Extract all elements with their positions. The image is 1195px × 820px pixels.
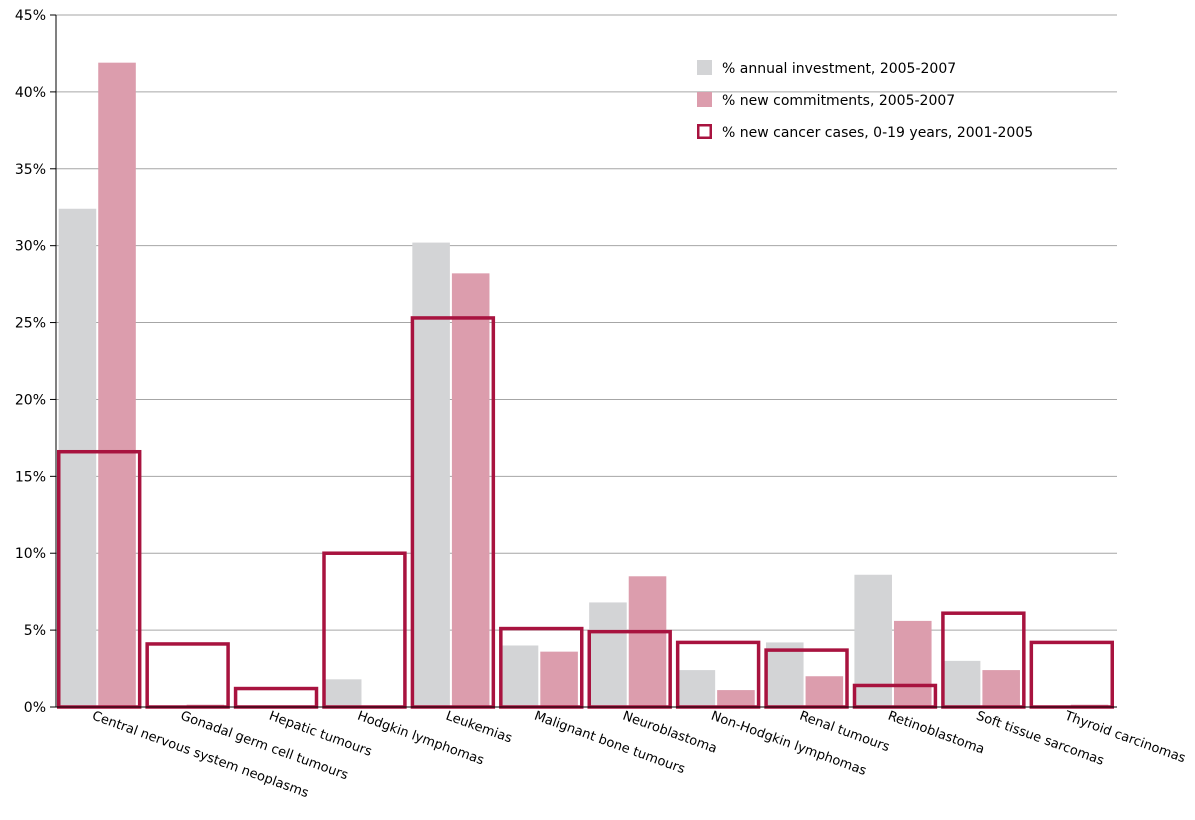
bar-investment — [323, 679, 362, 707]
y-tick-label: 45% — [15, 8, 46, 24]
axes — [55, 15, 1117, 708]
y-tick-label: 15% — [15, 469, 46, 485]
y-tick-label: 10% — [15, 546, 46, 562]
category-label: Malignant bone tumours — [532, 709, 687, 778]
y-tick-label: 40% — [15, 85, 46, 101]
legend-swatch-outline — [697, 124, 712, 139]
y-tick-label: 35% — [15, 162, 46, 178]
bar-commitments — [540, 651, 578, 707]
legend-label: % annual investment, 2005-2007 — [722, 61, 956, 77]
bar-commitments — [628, 576, 667, 707]
bar-investment — [765, 642, 804, 707]
bar-commitments — [451, 273, 490, 707]
bar-investment — [58, 208, 97, 707]
case-outlines — [57, 316, 1115, 709]
category-label: Leukemias — [444, 709, 514, 747]
legend-label: % new commitments, 2005-2007 — [722, 93, 955, 109]
bar-cases-outline — [145, 642, 230, 709]
bar-commitments — [893, 620, 932, 707]
legend: % annual investment, 2005-2007 % new comm… — [697, 60, 1033, 141]
gridlines — [56, 14, 1117, 631]
category-label: Non-Hodgkin lymphomas — [709, 709, 869, 779]
bar-investment — [942, 660, 981, 707]
bar-commitments — [98, 62, 136, 707]
bar-investment — [589, 602, 627, 707]
legend-label: % new cancer cases, 0-19 years, 2001-200… — [722, 125, 1033, 141]
y-tick-label: 5% — [24, 623, 46, 639]
legend-swatch — [697, 60, 712, 75]
y-tick-label: 30% — [15, 239, 46, 255]
bars — [58, 62, 1109, 707]
y-tick-label: 20% — [15, 392, 46, 408]
y-tick-label: 0% — [24, 700, 46, 716]
bar-investment — [500, 645, 539, 707]
y-tick-label: 25% — [15, 316, 46, 332]
x-axis-labels: Central nervous system neoplasmsGonadal … — [90, 708, 1188, 801]
y-axis-ticks: 0% 5% 10% 15% 20% 25% 30% 35% 40% 45% — [15, 8, 56, 716]
category-label: Retinoblastoma — [886, 709, 987, 758]
bar-commitments — [982, 670, 1020, 707]
bar-cases-outline — [233, 686, 319, 709]
bar-cases-outline — [1029, 640, 1115, 709]
bar-commitments — [717, 690, 755, 707]
bar-investment — [412, 242, 450, 707]
bar-commitments — [805, 676, 844, 707]
bar-investment — [677, 670, 716, 707]
legend-swatch — [697, 92, 712, 107]
